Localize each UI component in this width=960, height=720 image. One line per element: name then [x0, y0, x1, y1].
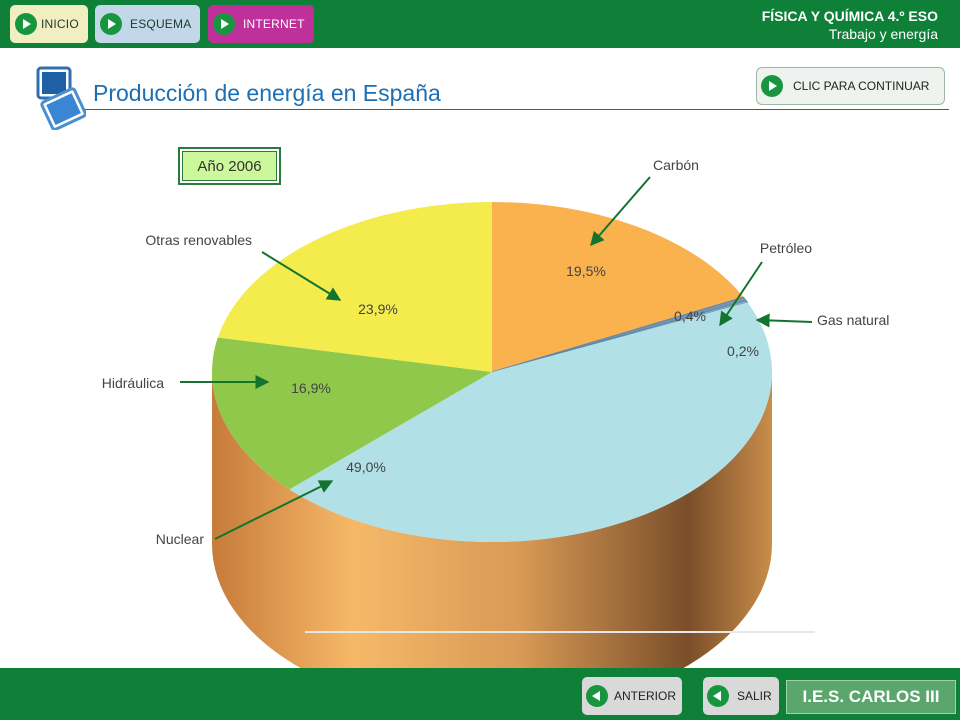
slice-value-hidráulica: 16,9% [291, 380, 331, 396]
pie-slice-carbón [492, 202, 744, 372]
arrow-gas-natural [755, 313, 813, 328]
slice-value-petróleo: 0,4% [674, 308, 706, 324]
pie-slice-nuclear [289, 302, 772, 543]
esquema-button[interactable]: ESQUEMA [95, 5, 200, 43]
year-box: Año 2006 [178, 147, 281, 185]
course-title: FÍSICA Y QUÍMICA 4.º ESO [761, 8, 938, 24]
esquema-label: ESQUEMA [130, 17, 192, 31]
arrow-petróleo [719, 261, 763, 327]
slice-name-carbón: Carbón [653, 157, 699, 173]
slice-name-otras-renovables: Otras renovables [145, 232, 252, 248]
page-title: Producción de energía en España [93, 80, 441, 106]
internet-button[interactable]: INTERNET [208, 5, 314, 43]
pie-slice-gas-natural [491, 300, 749, 373]
slice-name-nuclear: Nuclear [156, 531, 205, 547]
arrow-otras-renovables [261, 251, 342, 301]
school-name: I.E.S. CARLOS III [786, 680, 956, 714]
slice-name-gas-natural: Gas natural [817, 312, 889, 328]
continue-label: CLIC PARA CONTINUAR [793, 79, 930, 93]
book-logo-icon [36, 66, 86, 130]
play-arrow-icon [761, 75, 783, 97]
play-arrow-icon [100, 13, 122, 35]
year-label: Año 2006 [182, 151, 277, 181]
back-arrow-icon [586, 685, 608, 707]
unit-title: Trabajo y energía [828, 26, 938, 42]
arrow-nuclear [214, 480, 334, 540]
slice-name-petróleo: Petróleo [760, 240, 812, 256]
pie-slice-otras-renovables [217, 202, 492, 372]
slice-value-nuclear: 49,0% [346, 459, 386, 475]
continue-button[interactable]: CLIC PARA CONTINUAR [756, 67, 945, 105]
salir-label: SALIR [737, 689, 772, 703]
slice-value-gas-natural: 0,2% [727, 343, 759, 359]
anterior-label: ANTERIOR [614, 689, 677, 703]
anterior-button[interactable]: ANTERIOR [582, 677, 682, 715]
course-header: FÍSICA Y QUÍMICA 4.º ESO Trabajo y energ… [762, 8, 938, 42]
inicio-button[interactable]: INICIO [10, 5, 88, 43]
slice-value-carbón: 19,5% [566, 263, 606, 279]
slice-value-otras-renovables: 23,9% [358, 301, 398, 317]
internet-label: INTERNET [243, 17, 305, 31]
arrow-carbón [590, 176, 651, 247]
back-arrow-icon [707, 685, 729, 707]
pie-side-rim [212, 372, 772, 714]
slice-name-hidráulica: Hidráulica [102, 375, 164, 391]
title-divider [85, 109, 949, 110]
salir-button[interactable]: SALIR [703, 677, 779, 715]
play-arrow-icon [15, 13, 37, 35]
play-arrow-icon [213, 13, 235, 35]
pie-slice-hidráulica [212, 337, 492, 490]
inicio-label: INICIO [41, 17, 79, 31]
